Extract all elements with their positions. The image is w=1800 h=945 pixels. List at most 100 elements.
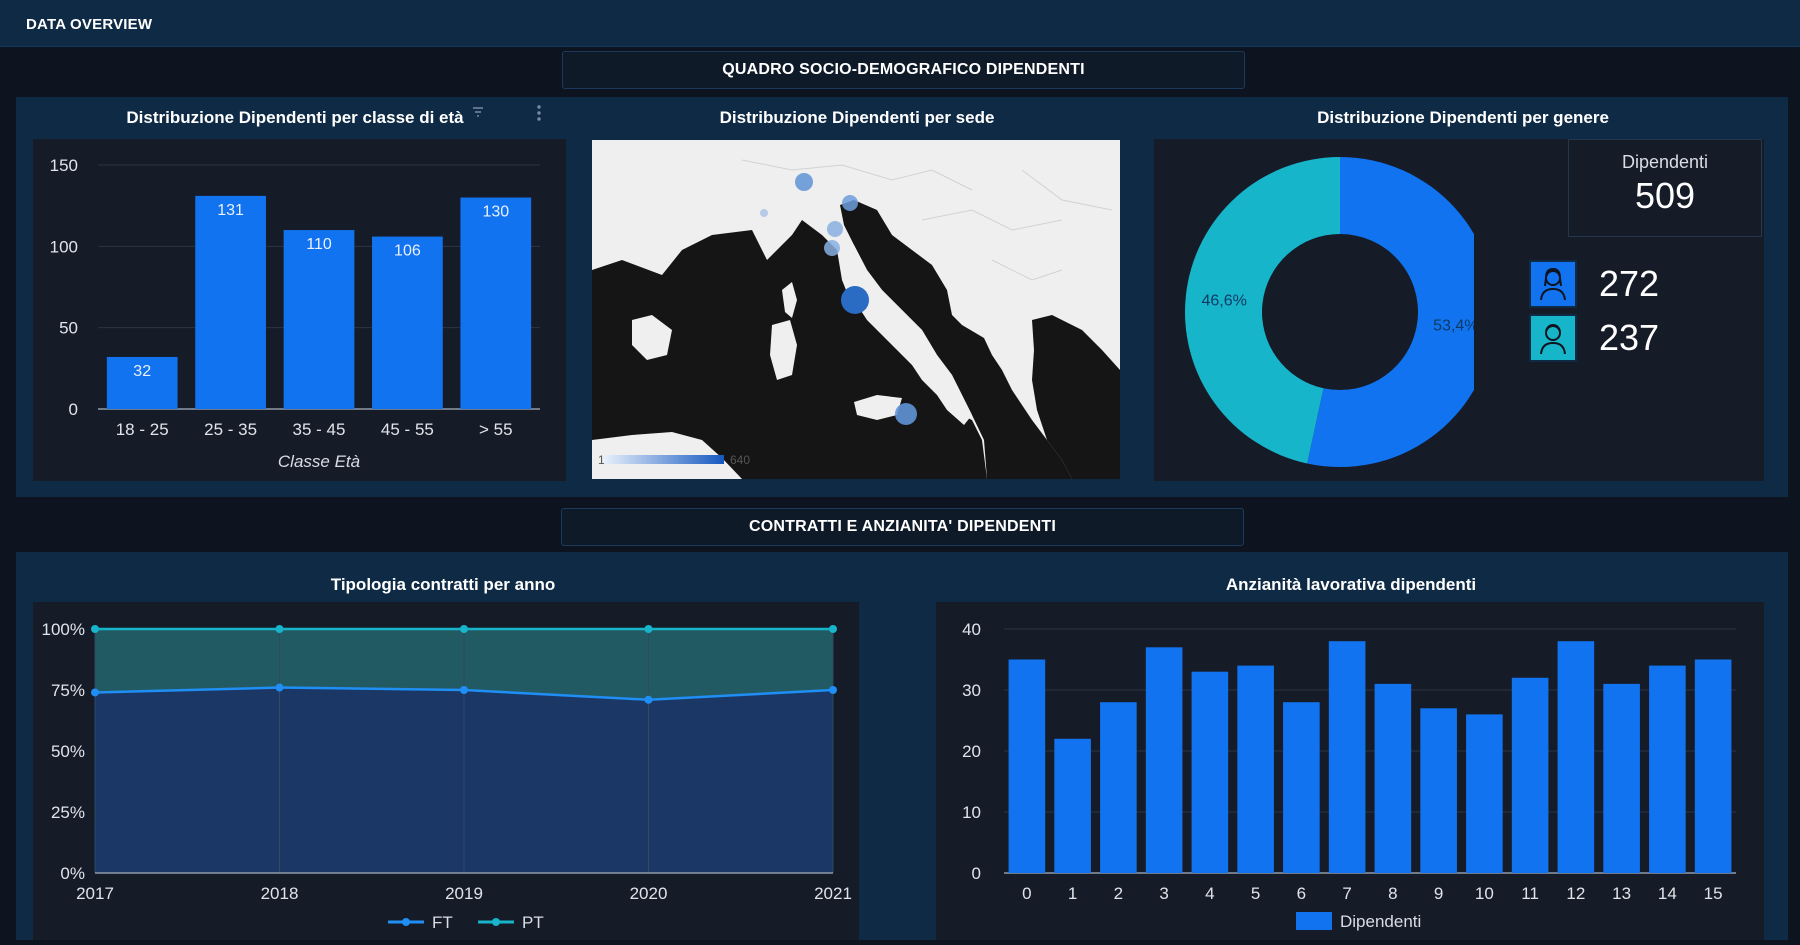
y-tick-label: 30 bbox=[962, 681, 981, 700]
x-tick-label: 13 bbox=[1612, 884, 1631, 903]
x-tick-label: 11 bbox=[1521, 884, 1539, 903]
y-tick-label: 75% bbox=[51, 681, 85, 700]
section-title-socio: QUADRO SOCIO-DEMOGRAFICO DIPENDENTI bbox=[562, 51, 1245, 89]
female-user-icon bbox=[1529, 260, 1577, 308]
contracts-chart-title: Tipologia contratti per anno bbox=[330, 575, 556, 594]
bar bbox=[1100, 702, 1137, 873]
legend-label: FT bbox=[432, 913, 453, 932]
y-tick-label: 150 bbox=[50, 156, 78, 175]
series-point bbox=[91, 625, 99, 633]
x-tick-label: > 55 bbox=[479, 420, 513, 439]
x-tick-label: 4 bbox=[1205, 884, 1214, 903]
series-point bbox=[644, 625, 653, 633]
x-tick-label: 8 bbox=[1388, 884, 1397, 903]
bar bbox=[1237, 665, 1274, 873]
y-tick-label: 0 bbox=[69, 400, 78, 419]
x-tick-label: 45 - 55 bbox=[381, 420, 434, 439]
sort-icon[interactable] bbox=[470, 104, 486, 123]
section-title-contratti: CONTRATTI E ANZIANITA' DIPENDENTI bbox=[561, 508, 1244, 546]
series-point bbox=[91, 688, 99, 697]
bar-value-label: 32 bbox=[133, 363, 151, 380]
bar bbox=[1191, 671, 1229, 873]
map-legend-min: 1 bbox=[598, 453, 605, 467]
bar bbox=[106, 356, 178, 409]
female-count: 272 bbox=[1599, 263, 1660, 304]
series-point bbox=[275, 625, 284, 633]
x-tick-label: 2020 bbox=[630, 884, 668, 903]
x-tick-label: 35 - 45 bbox=[293, 420, 346, 439]
series-point bbox=[644, 695, 653, 704]
slice-label: 53,4% bbox=[1433, 317, 1474, 334]
bar bbox=[1054, 738, 1091, 873]
y-tick-label: 25% bbox=[51, 803, 85, 822]
series-point bbox=[460, 686, 468, 694]
bar-value-label: 130 bbox=[482, 204, 509, 221]
seniority-chart-title: Anzianità lavorativa dipendenti bbox=[1225, 575, 1477, 594]
x-tick-label: 2017 bbox=[76, 884, 114, 903]
map-chart-title: Distribuzione Dipendenti per sede bbox=[719, 108, 995, 127]
bar bbox=[283, 230, 355, 409]
x-axis-label: Classe Età bbox=[278, 452, 360, 471]
contracts-chart-card: 0% 25% 50% 75% 100% 2017 2018 2019 2020 2021 FT PT bbox=[33, 602, 859, 940]
x-tick-label: 10 bbox=[1475, 884, 1494, 903]
contracts-area-chart: 0% 25% 50% 75% 100% 2017 2018 2019 2020 2021 FT PT bbox=[42, 620, 852, 932]
y-tick-label: 10 bbox=[962, 803, 981, 822]
x-tick-label: 2021 bbox=[814, 884, 852, 903]
x-tick-label: 2 bbox=[1114, 884, 1123, 903]
bar bbox=[195, 195, 266, 409]
x-tick-label: 14 bbox=[1658, 884, 1677, 903]
map-card[interactable]: 1 640 bbox=[592, 140, 1120, 479]
bar-value-label: 110 bbox=[306, 236, 332, 253]
bar-value-label: 106 bbox=[394, 243, 421, 260]
age-bar-chart: 0 50 100 150 32 18 - 25 131 25 - 35 110 35 - 45 10… bbox=[50, 156, 540, 471]
y-tick-label: 0% bbox=[60, 864, 85, 883]
legend-swatch bbox=[1296, 912, 1332, 930]
age-chart-card: 0 50 100 150 32 18 - 25 131 25 - 35 110 35 - 45 10… bbox=[33, 139, 566, 481]
bar bbox=[460, 197, 532, 409]
bar bbox=[1603, 683, 1640, 873]
x-tick-label: 1 bbox=[1068, 884, 1077, 903]
donut-slice bbox=[1307, 157, 1474, 467]
bar-value-label: 131 bbox=[217, 202, 244, 219]
x-tick-label: 6 bbox=[1297, 884, 1306, 903]
top-bar: DATA OVERVIEW bbox=[0, 0, 1800, 47]
x-tick-label: 15 bbox=[1704, 884, 1723, 903]
legend-swatch-dot bbox=[492, 918, 500, 926]
x-tick-label: 2018 bbox=[261, 884, 299, 903]
bar bbox=[1420, 708, 1457, 873]
series-point bbox=[275, 683, 284, 692]
y-tick-label: 100% bbox=[42, 620, 85, 639]
x-tick-label: 18 - 25 bbox=[116, 420, 169, 439]
bar bbox=[1649, 665, 1686, 873]
legend-label: Dipendenti bbox=[1340, 912, 1421, 931]
bar bbox=[1328, 641, 1366, 873]
x-tick-label: 0 bbox=[1022, 884, 1031, 903]
bar bbox=[1283, 702, 1320, 873]
series-point bbox=[829, 686, 837, 694]
kpi-dipendenti: Dipendenti 509 bbox=[1568, 139, 1762, 237]
x-tick-label: 12 bbox=[1566, 884, 1585, 903]
series-point bbox=[829, 625, 837, 633]
italy-map[interactable]: 1 640 bbox=[592, 140, 1120, 479]
more-vert-icon[interactable] bbox=[536, 104, 542, 125]
x-tick-label: 25 - 35 bbox=[204, 420, 257, 439]
x-tick-label: 3 bbox=[1159, 884, 1168, 903]
y-tick-label: 20 bbox=[962, 742, 981, 761]
legend-label: PT bbox=[522, 913, 544, 932]
gender-chart-title: Distribuzione Dipendenti per genere bbox=[1317, 108, 1609, 127]
y-tick-label: 50% bbox=[51, 742, 85, 761]
dashboard-title: DATA OVERVIEW bbox=[26, 16, 153, 33]
series-point bbox=[460, 625, 468, 633]
bar bbox=[1466, 714, 1503, 873]
x-tick-label: 2019 bbox=[445, 884, 483, 903]
seniority-chart-card: 0 10 20 30 40 0 1 2 3 4 5 6 7 8 9 10 11 12 13 14 15 Dipendent… bbox=[936, 602, 1764, 940]
male-count-row: 237 bbox=[1529, 314, 1659, 362]
female-count-row: 272 bbox=[1529, 260, 1659, 308]
bar bbox=[372, 236, 443, 409]
male-user-icon bbox=[1529, 314, 1577, 362]
map-legend-max: 640 bbox=[730, 453, 750, 467]
x-tick-label: 9 bbox=[1434, 884, 1443, 903]
x-tick-label: 5 bbox=[1251, 884, 1260, 903]
y-tick-label: 100 bbox=[50, 237, 78, 256]
bar bbox=[1557, 641, 1595, 873]
